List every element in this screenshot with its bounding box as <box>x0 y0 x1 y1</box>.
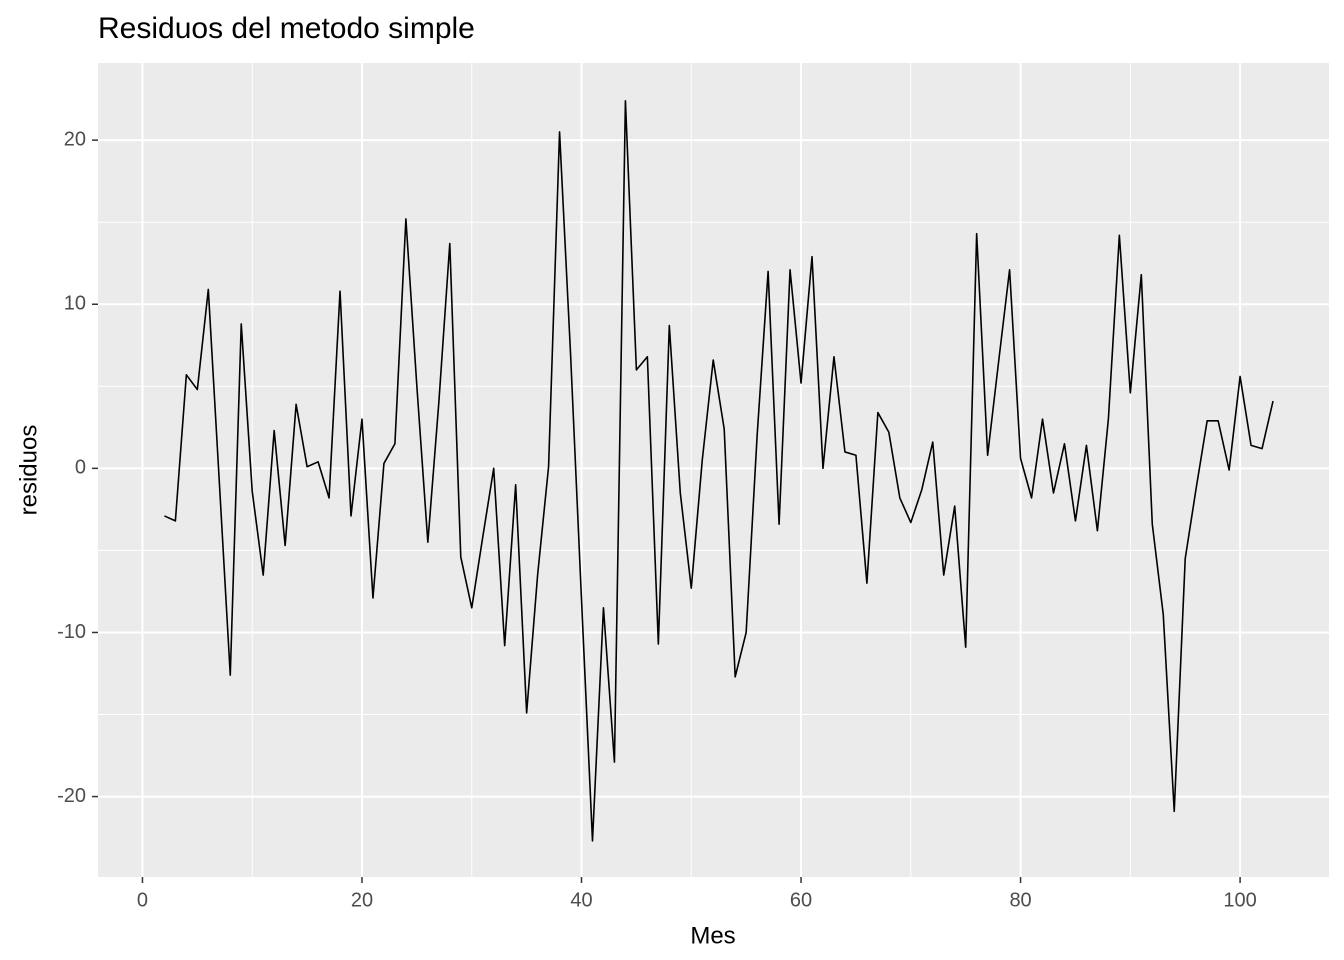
line <box>164 99 1274 842</box>
x-tick-label: 60 <box>790 889 812 911</box>
y-tick-label: 20 <box>64 128 86 150</box>
x-tick-label: 40 <box>570 889 592 911</box>
x-axis-title: Mes <box>690 922 735 949</box>
panel <box>98 63 1329 877</box>
x-tick-label: 20 <box>351 889 373 911</box>
x-tick-label: 100 <box>1223 889 1256 911</box>
y-tick-label: 0 <box>75 457 86 479</box>
chart-title: Residuos del metodo simple <box>98 12 475 45</box>
y-axis-title: residuos <box>15 425 42 516</box>
x-tick-label: 0 <box>137 889 148 911</box>
y-tick-label: -10 <box>57 621 86 643</box>
y-tick-label: 10 <box>64 293 86 315</box>
x-tick-label: 80 <box>1009 889 1031 911</box>
y-tick-label: -20 <box>57 785 86 807</box>
